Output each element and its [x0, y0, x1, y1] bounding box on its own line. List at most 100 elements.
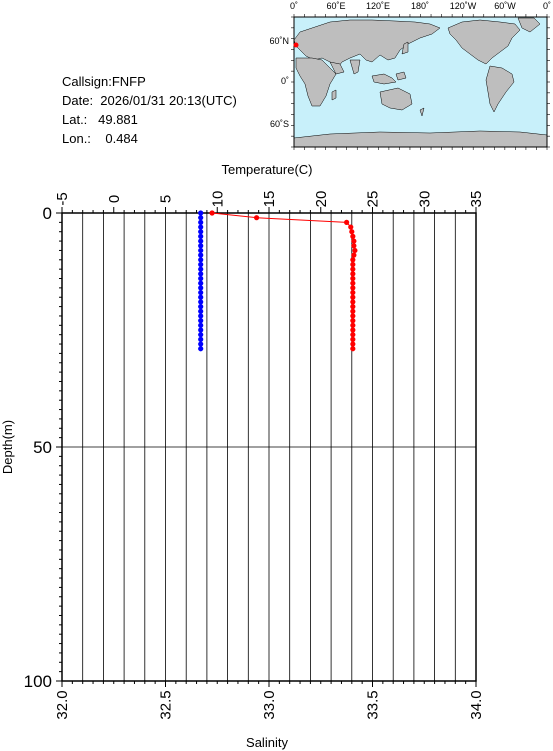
salinity-point: [198, 252, 204, 258]
salinity-point: [198, 233, 204, 239]
temperature-point: [348, 224, 354, 230]
temperature-profile-line: [212, 212, 356, 349]
temperature-point: [352, 247, 358, 254]
station-marker: [293, 42, 299, 48]
map-lat-label: 60˚S: [270, 119, 289, 129]
temperature-point: [350, 308, 356, 314]
salinity-point: [198, 304, 204, 310]
salinity-point: [198, 224, 204, 230]
temperature-point: [350, 266, 356, 272]
salinity-tick-label: 32.5: [158, 690, 175, 719]
temperature-point: [351, 252, 357, 258]
temperature-point: [350, 285, 356, 291]
salinity-point: [198, 257, 204, 263]
temperature-point: [344, 219, 350, 225]
temperature-ticks: -5 0 5 10 15 20 25 30 35: [54, 191, 485, 213]
temperature-point: [350, 346, 356, 352]
temperature-point: [253, 215, 260, 221]
temperature-point: [350, 280, 356, 286]
chart-grid: [62, 213, 476, 681]
salinity-point: [198, 308, 204, 314]
map-lat-label: 60˚N: [269, 36, 289, 46]
salinity-point: [198, 285, 204, 291]
temperature-point: [209, 210, 215, 216]
salinity-point: [198, 322, 204, 328]
map-lon-labels: 0˚ 60˚E 120˚E 180˚ 120˚W 60˚W 0˚: [290, 1, 551, 11]
temperature-axis-title: Temperature(C): [221, 162, 312, 177]
temperature-point: [350, 304, 356, 310]
salinity-point: [198, 229, 204, 235]
salinity-point: [198, 219, 204, 225]
temperature-point: [350, 318, 356, 324]
temperature-point: [351, 238, 357, 244]
salinity-point: [198, 289, 204, 296]
temperature-tick-label: 10: [209, 191, 226, 208]
temperature-tick-label: 25: [365, 191, 382, 208]
temperature-point: [350, 299, 356, 305]
depth-axis-title: Depth(m): [0, 420, 15, 474]
map-land: [293, 17, 548, 148]
map-lon-label: 60˚W: [494, 1, 516, 11]
temperature-point: [350, 289, 356, 296]
temperature-tick-label: 15: [261, 191, 278, 208]
temperature-tick-label: 5: [158, 195, 175, 203]
temperature-tick-label: 0: [106, 195, 123, 203]
location-map: 0˚ 60˚E 120˚E 180˚ 120˚W 60˚W 0˚ 60˚N 0˚…: [269, 1, 551, 150]
salinity-tick-label: 33.5: [365, 690, 382, 719]
temperature-point: [351, 243, 357, 249]
salinity-point: [198, 215, 204, 221]
salinity-point: [198, 332, 204, 338]
salinity-point: [198, 238, 204, 244]
salinity-point: [198, 336, 204, 342]
salinity-point: [198, 341, 204, 347]
longitude-text: Lon.: 0.484: [62, 131, 138, 146]
map-lat-labels: 60˚N 0˚ 60˚S: [269, 36, 289, 129]
temperature-tick-label: 20: [313, 191, 330, 208]
salinity-point: [198, 261, 204, 268]
map-lon-label: 120˚E: [366, 1, 390, 11]
salinity-point: [198, 266, 204, 272]
temperature-point: [349, 229, 355, 235]
salinity-point: [198, 327, 204, 333]
temperature-point: [350, 313, 356, 319]
salinity-point: [198, 313, 204, 319]
series-layer: [198, 210, 358, 352]
temperature-point: [350, 322, 356, 328]
salinity-tick-label: 34.0: [468, 690, 485, 719]
salinity-point: [198, 271, 204, 277]
temperature-tick-label: -5: [54, 192, 71, 205]
temperature-point: [350, 327, 356, 333]
salinity-point: [198, 299, 204, 305]
salinity-point: [198, 275, 204, 282]
temperature-point: [350, 275, 356, 282]
temperature-point: [350, 341, 356, 347]
depth-tick-label: 100: [24, 672, 52, 691]
map-lat-label: 0˚: [281, 76, 289, 86]
map-lon-label: 180˚: [411, 1, 429, 11]
salinity-axis-title: Salinity: [246, 735, 288, 750]
salinity-point: [198, 243, 204, 249]
temperature-point: [350, 257, 356, 263]
depth-ticks: 0 50 100: [24, 204, 62, 691]
map-ticks: [291, 14, 550, 150]
temperature-tick-label: 35: [468, 191, 485, 208]
salinity-tick-label: 33.0: [261, 690, 278, 719]
map-lon-label: 120˚W: [450, 1, 477, 11]
salinity-point: [198, 210, 204, 216]
salinity-point: [198, 247, 204, 254]
temperature-point: [350, 336, 356, 342]
temperature-point: [350, 271, 356, 277]
date-text: Date: 2026/01/31 20:13(UTC): [62, 93, 237, 108]
salinity-tick-label: 32.0: [54, 690, 71, 719]
temperature-point: [350, 233, 356, 239]
temperature-point: [350, 261, 356, 268]
depth-tick-label: 0: [43, 204, 52, 223]
salinity-point: [198, 280, 204, 286]
temperature-point: [350, 332, 356, 338]
station-info: Callsign:FNFP Date: 2026/01/31 20:13(UTC…: [62, 72, 237, 148]
map-lon-label: 0˚: [290, 1, 298, 11]
latitude-text: Lat.: 49.881: [62, 112, 138, 127]
salinity-ticks: 32.0 32.5 33.0 33.5 34.0: [54, 681, 485, 720]
depth-tick-label: 50: [33, 438, 52, 457]
